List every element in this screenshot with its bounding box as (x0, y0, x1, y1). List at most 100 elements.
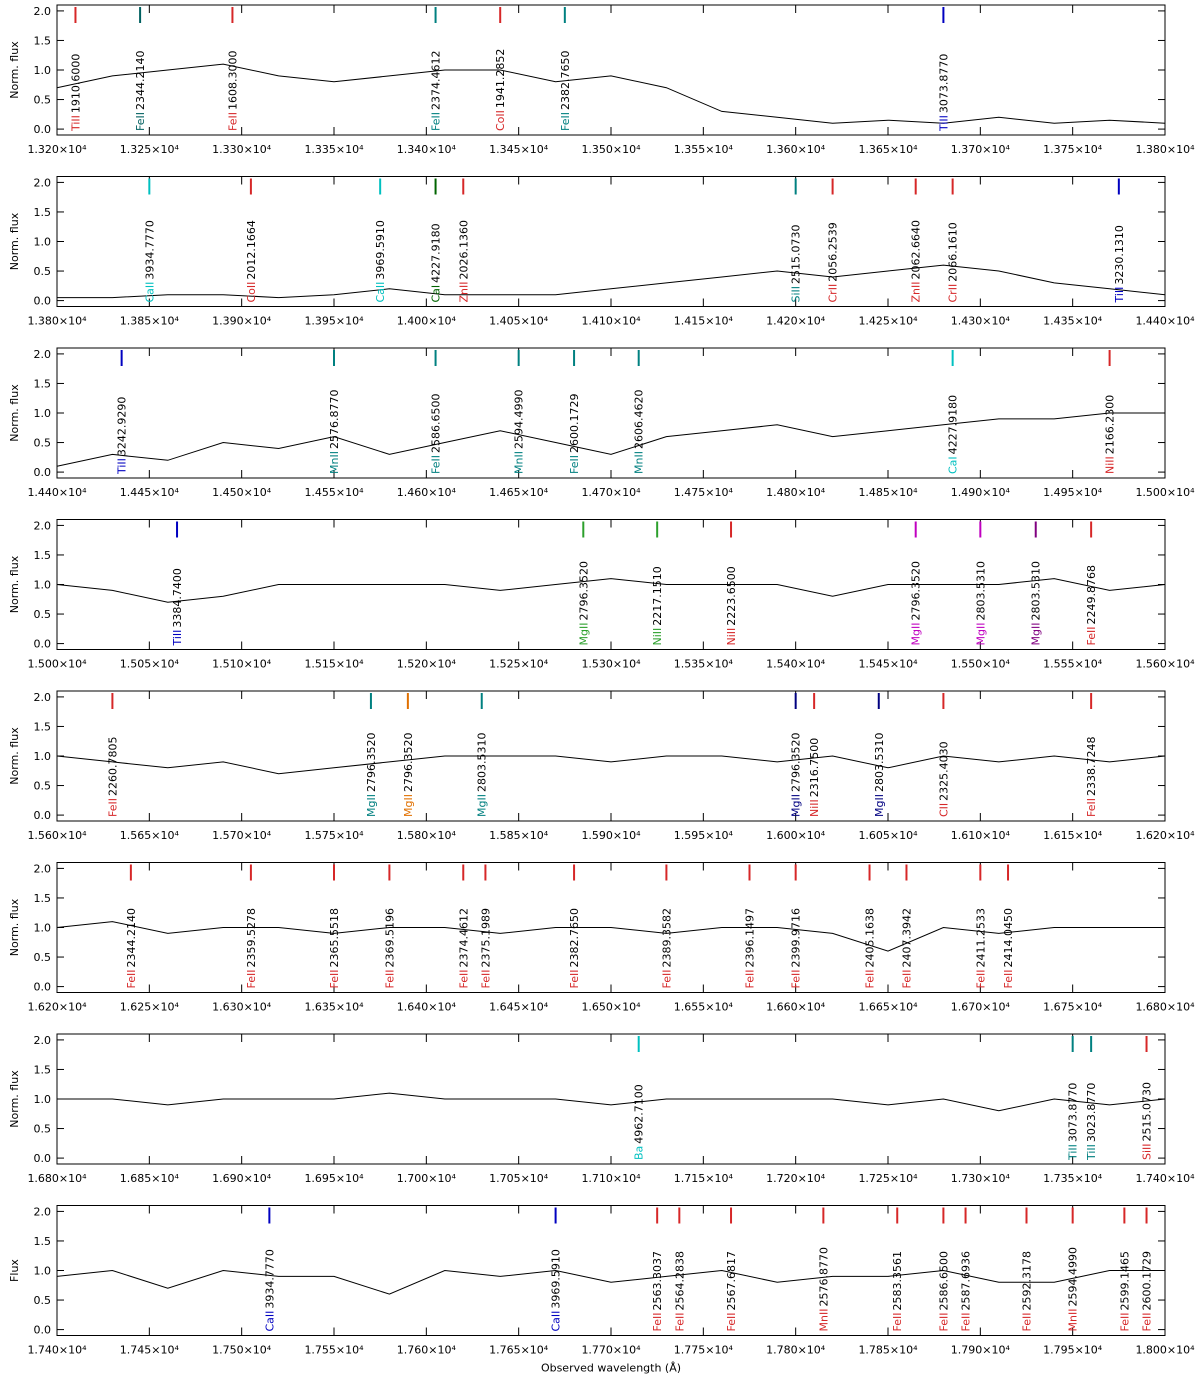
flux-line (56, 1269, 1165, 1295)
x-tick-label: 1.620×10⁴ (1135, 829, 1195, 842)
ion-name: NiII (725, 628, 738, 646)
y-tick-label: 1.0 (34, 922, 52, 935)
line-label: ZnII 2062.6640 (910, 220, 923, 303)
ion-name: Ba (633, 1146, 646, 1160)
rest-wavelength: 2382.7650 (559, 51, 572, 111)
rest-wavelength: 2796.3520 (577, 561, 590, 621)
x-tick-label: 1.380×10⁴ (27, 315, 87, 328)
rest-wavelength: 2564.2838 (673, 1251, 686, 1311)
line-label: FeII2382.7650 (559, 51, 572, 131)
y-tick-label: 0.0 (34, 1324, 52, 1337)
x-tick-label: 1.740×10⁴ (1135, 1172, 1195, 1185)
x-tick-label: 1.800×10⁴ (1135, 1344, 1195, 1357)
y-tick-label: 0.5 (34, 780, 52, 793)
ion-name: FeII (790, 970, 803, 989)
x-tick-label: 1.635×10⁴ (304, 1001, 364, 1014)
y-tick-label: 0.5 (34, 1294, 52, 1307)
ion-name: FeII (900, 970, 913, 989)
plot-frame (56, 176, 1166, 307)
line-label: SiII 2515.0730 (790, 224, 803, 302)
ion-name: FeII (960, 1313, 973, 1332)
rest-wavelength: 2026.1360 (457, 220, 470, 280)
rest-wavelength: 4962.7100 (633, 1084, 646, 1144)
ion-name: FeII (1002, 970, 1015, 989)
flux-line (57, 264, 1166, 299)
y-tick-label: 2.0 (34, 176, 52, 189)
rest-wavelength: 2166.2300 (1104, 395, 1117, 455)
ion-name: FeII (937, 1313, 950, 1332)
ion-name: CaII (143, 282, 156, 303)
line-label: FeII 2375.1989 (479, 908, 492, 988)
line-label: FeII 2564.2838 (673, 1251, 686, 1331)
x-tick-label: 1.475×10⁴ (674, 486, 734, 499)
x-tick-label: 1.515×10⁴ (304, 658, 364, 671)
rest-wavelength: 3242.9290 (116, 397, 129, 457)
y-tick-label: 2.0 (34, 1205, 52, 1218)
y-tick-label: 0.0 (34, 638, 52, 651)
ion-name: FeII (1085, 627, 1098, 646)
rest-wavelength: 2803.5310 (873, 733, 886, 793)
line-label: NiII2166.2300 (1104, 395, 1117, 474)
line-label: CaII 3969.5910 (550, 1249, 563, 1331)
x-tick-label: 1.455×10⁴ (304, 486, 364, 499)
x-tick-label: 1.715×10⁴ (674, 1172, 734, 1185)
line-label: MgII2803.5310 (873, 733, 886, 817)
y-axis-label: Norm. flux (8, 727, 21, 785)
plot-frame (56, 690, 1166, 822)
rest-wavelength: 2567.6817 (725, 1251, 738, 1311)
rest-wavelength: 2012.1664 (245, 220, 258, 280)
y-tick-label: 1.5 (34, 34, 52, 47)
rest-wavelength: 2796.3520 (910, 561, 923, 621)
rest-wavelength: 2066.1610 (947, 222, 960, 282)
rest-wavelength: 2344.2140 (125, 908, 138, 968)
x-tick-label: 1.750×10⁴ (212, 1344, 272, 1357)
line-label: FeII 2399.9716 (790, 908, 803, 988)
line-label: FeII 2567.6817 (725, 1251, 738, 1331)
ion-name: FeII (479, 970, 492, 989)
ion-name: FeII (1021, 1313, 1034, 1332)
y-tick-label: 2.0 (34, 691, 52, 704)
x-tick-label: 1.395×10⁴ (304, 315, 364, 328)
line-label: CaI4227.9180 (947, 395, 960, 474)
y-tick-label: 2.0 (34, 862, 52, 875)
y-tick-label: 1.5 (34, 377, 52, 390)
rest-wavelength: 3073.8770 (1067, 1083, 1080, 1143)
x-tick-label: 1.460×10⁴ (397, 486, 457, 499)
line-label: CrII 2056.2539 (827, 222, 840, 302)
x-tick-label: 1.530×10⁴ (581, 658, 641, 671)
rest-wavelength: 2374.4612 (430, 51, 443, 111)
x-tick-label: 1.625×10⁴ (120, 1001, 180, 1014)
y-tick-label: 0.0 (34, 123, 52, 136)
y-tick-label: 0.0 (34, 981, 52, 994)
line-label: MnII2594.4990 (513, 390, 526, 474)
line-label: MnII 2576.8770 (817, 1247, 830, 1331)
x-tick-label: 1.440×10⁴ (27, 486, 87, 499)
x-tick-label: 1.580×10⁴ (397, 829, 457, 842)
line-label: CaII 3934.7770 (143, 220, 156, 302)
rest-wavelength: 2600.1729 (1141, 1251, 1154, 1311)
rest-wavelength: 2803.5310 (1030, 561, 1043, 621)
line-label: FeII 2563.3037 (651, 1251, 664, 1331)
x-tick-label: 1.560×10⁴ (1135, 658, 1195, 671)
line-label: FeII2374.4612 (430, 51, 443, 131)
x-tick-label: 1.405×10⁴ (489, 315, 549, 328)
x-tick-label: 1.360×10⁴ (766, 143, 826, 156)
x-tick-label: 1.325×10⁴ (120, 143, 180, 156)
x-tick-label: 1.605×10⁴ (858, 829, 918, 842)
ion-name: FeII (864, 970, 877, 989)
ion-name: TiII (69, 115, 82, 132)
panel: Norm. flux 0.0 0.5 1.0 1.5 2.0 1.680×10⁴ 1.685×… (8, 1033, 1195, 1185)
line-label: MgII2796.3520 (365, 733, 378, 817)
x-axis-label: Observed wavelength (Å) (541, 1362, 681, 1375)
rest-wavelength: 2587.6936 (960, 1251, 973, 1311)
x-tick-label: 1.710×10⁴ (581, 1172, 641, 1185)
x-tick-label: 1.780×10⁴ (766, 1344, 826, 1357)
x-tick-label: 1.500×10⁴ (1135, 486, 1195, 499)
line-label: FeII 2365.5518 (328, 908, 341, 988)
line-label: CaII 3934.7770 (263, 1249, 276, 1331)
x-tick-label: 1.575×10⁴ (304, 829, 364, 842)
x-tick-label: 1.520×10⁴ (397, 658, 457, 671)
y-tick-label: 1.5 (34, 720, 52, 733)
line-label: TiII3073.8770 (1067, 1083, 1080, 1161)
line-label: NiII2316.7500 (808, 738, 821, 817)
